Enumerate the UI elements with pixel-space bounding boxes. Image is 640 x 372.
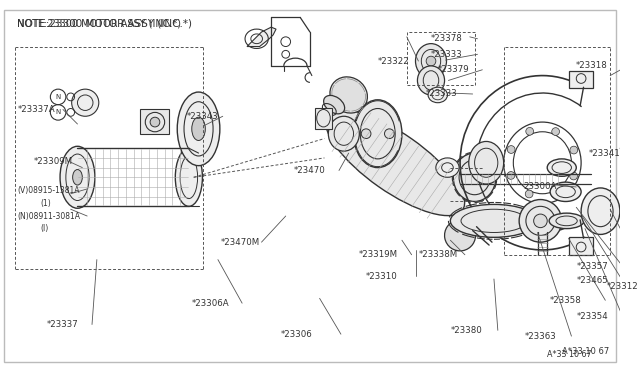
- Circle shape: [526, 128, 534, 135]
- Circle shape: [507, 171, 515, 179]
- Text: N: N: [56, 94, 61, 100]
- Text: 23300A: 23300A: [523, 183, 556, 192]
- Text: *23318: *23318: [576, 61, 608, 70]
- Bar: [570, 237, 593, 255]
- Ellipse shape: [428, 87, 447, 103]
- Text: (V)08915-1381A: (V)08915-1381A: [17, 186, 80, 195]
- Ellipse shape: [326, 110, 465, 216]
- Ellipse shape: [581, 188, 620, 234]
- Circle shape: [552, 128, 559, 135]
- Ellipse shape: [150, 117, 160, 127]
- Text: *23357: *23357: [577, 262, 609, 271]
- Text: *23337A: *23337A: [17, 105, 55, 114]
- Ellipse shape: [519, 199, 562, 242]
- Text: A*33 10 67: A*33 10 67: [547, 350, 592, 359]
- Circle shape: [570, 146, 578, 154]
- Ellipse shape: [547, 159, 576, 176]
- Text: (N)08911-3081A: (N)08911-3081A: [17, 212, 81, 221]
- Text: *23343: *23343: [187, 112, 219, 121]
- Text: *23470M: *23470M: [221, 238, 260, 247]
- Circle shape: [361, 129, 371, 138]
- Text: *23306: *23306: [281, 330, 312, 339]
- Bar: [570, 71, 593, 88]
- Ellipse shape: [72, 89, 99, 116]
- Text: (1): (1): [41, 199, 51, 208]
- Circle shape: [551, 190, 559, 198]
- Circle shape: [525, 190, 533, 198]
- Text: NOTE:23300 MOTOR ASSY (INC.*): NOTE:23300 MOTOR ASSY (INC.*): [17, 18, 193, 28]
- Text: *23309M: *23309M: [34, 157, 73, 166]
- Text: (I): (I): [41, 224, 49, 233]
- Ellipse shape: [415, 44, 447, 78]
- Text: *23363: *23363: [525, 331, 557, 341]
- Text: NOTE:23300 MOTOR ASSY (INC.*): NOTE:23300 MOTOR ASSY (INC.*): [17, 18, 181, 28]
- Text: *23312: *23312: [607, 282, 639, 291]
- Text: *23465: *23465: [577, 276, 609, 285]
- Ellipse shape: [550, 182, 581, 202]
- Text: *23338M: *23338M: [419, 250, 458, 259]
- Text: *23319M: *23319M: [358, 250, 397, 259]
- Text: *23341: *23341: [589, 148, 621, 158]
- Text: *23380: *23380: [451, 326, 482, 335]
- Text: *23470: *23470: [294, 166, 325, 175]
- Circle shape: [570, 172, 577, 180]
- Circle shape: [426, 56, 436, 66]
- Ellipse shape: [328, 116, 359, 151]
- Ellipse shape: [324, 96, 345, 114]
- Circle shape: [534, 214, 547, 228]
- Text: *23337: *23337: [47, 320, 78, 329]
- Circle shape: [508, 145, 515, 153]
- Ellipse shape: [192, 117, 205, 141]
- Text: *23379: *23379: [438, 65, 469, 74]
- Ellipse shape: [453, 153, 496, 202]
- Text: *23378: *23378: [431, 34, 463, 43]
- Ellipse shape: [445, 220, 476, 251]
- Text: *23310: *23310: [366, 272, 398, 280]
- Ellipse shape: [72, 170, 83, 185]
- Ellipse shape: [175, 148, 202, 206]
- Bar: [140, 109, 170, 134]
- Ellipse shape: [549, 213, 584, 229]
- Ellipse shape: [451, 204, 538, 237]
- Text: *23354: *23354: [577, 312, 609, 321]
- Polygon shape: [247, 27, 276, 46]
- Ellipse shape: [436, 158, 459, 177]
- Text: *23306A: *23306A: [192, 299, 229, 308]
- Ellipse shape: [468, 141, 504, 184]
- Text: *23358: *23358: [550, 296, 582, 305]
- Text: *23333: *23333: [431, 50, 463, 59]
- Ellipse shape: [177, 92, 220, 166]
- Bar: [315, 108, 332, 129]
- Ellipse shape: [330, 77, 367, 113]
- Ellipse shape: [353, 100, 402, 168]
- Circle shape: [385, 129, 394, 138]
- Text: *23322: *23322: [378, 57, 410, 65]
- Ellipse shape: [60, 146, 95, 208]
- Text: A*33 10 67: A*33 10 67: [562, 347, 609, 356]
- Ellipse shape: [417, 66, 445, 95]
- Text: N: N: [56, 109, 61, 115]
- Text: *23333: *23333: [426, 90, 458, 99]
